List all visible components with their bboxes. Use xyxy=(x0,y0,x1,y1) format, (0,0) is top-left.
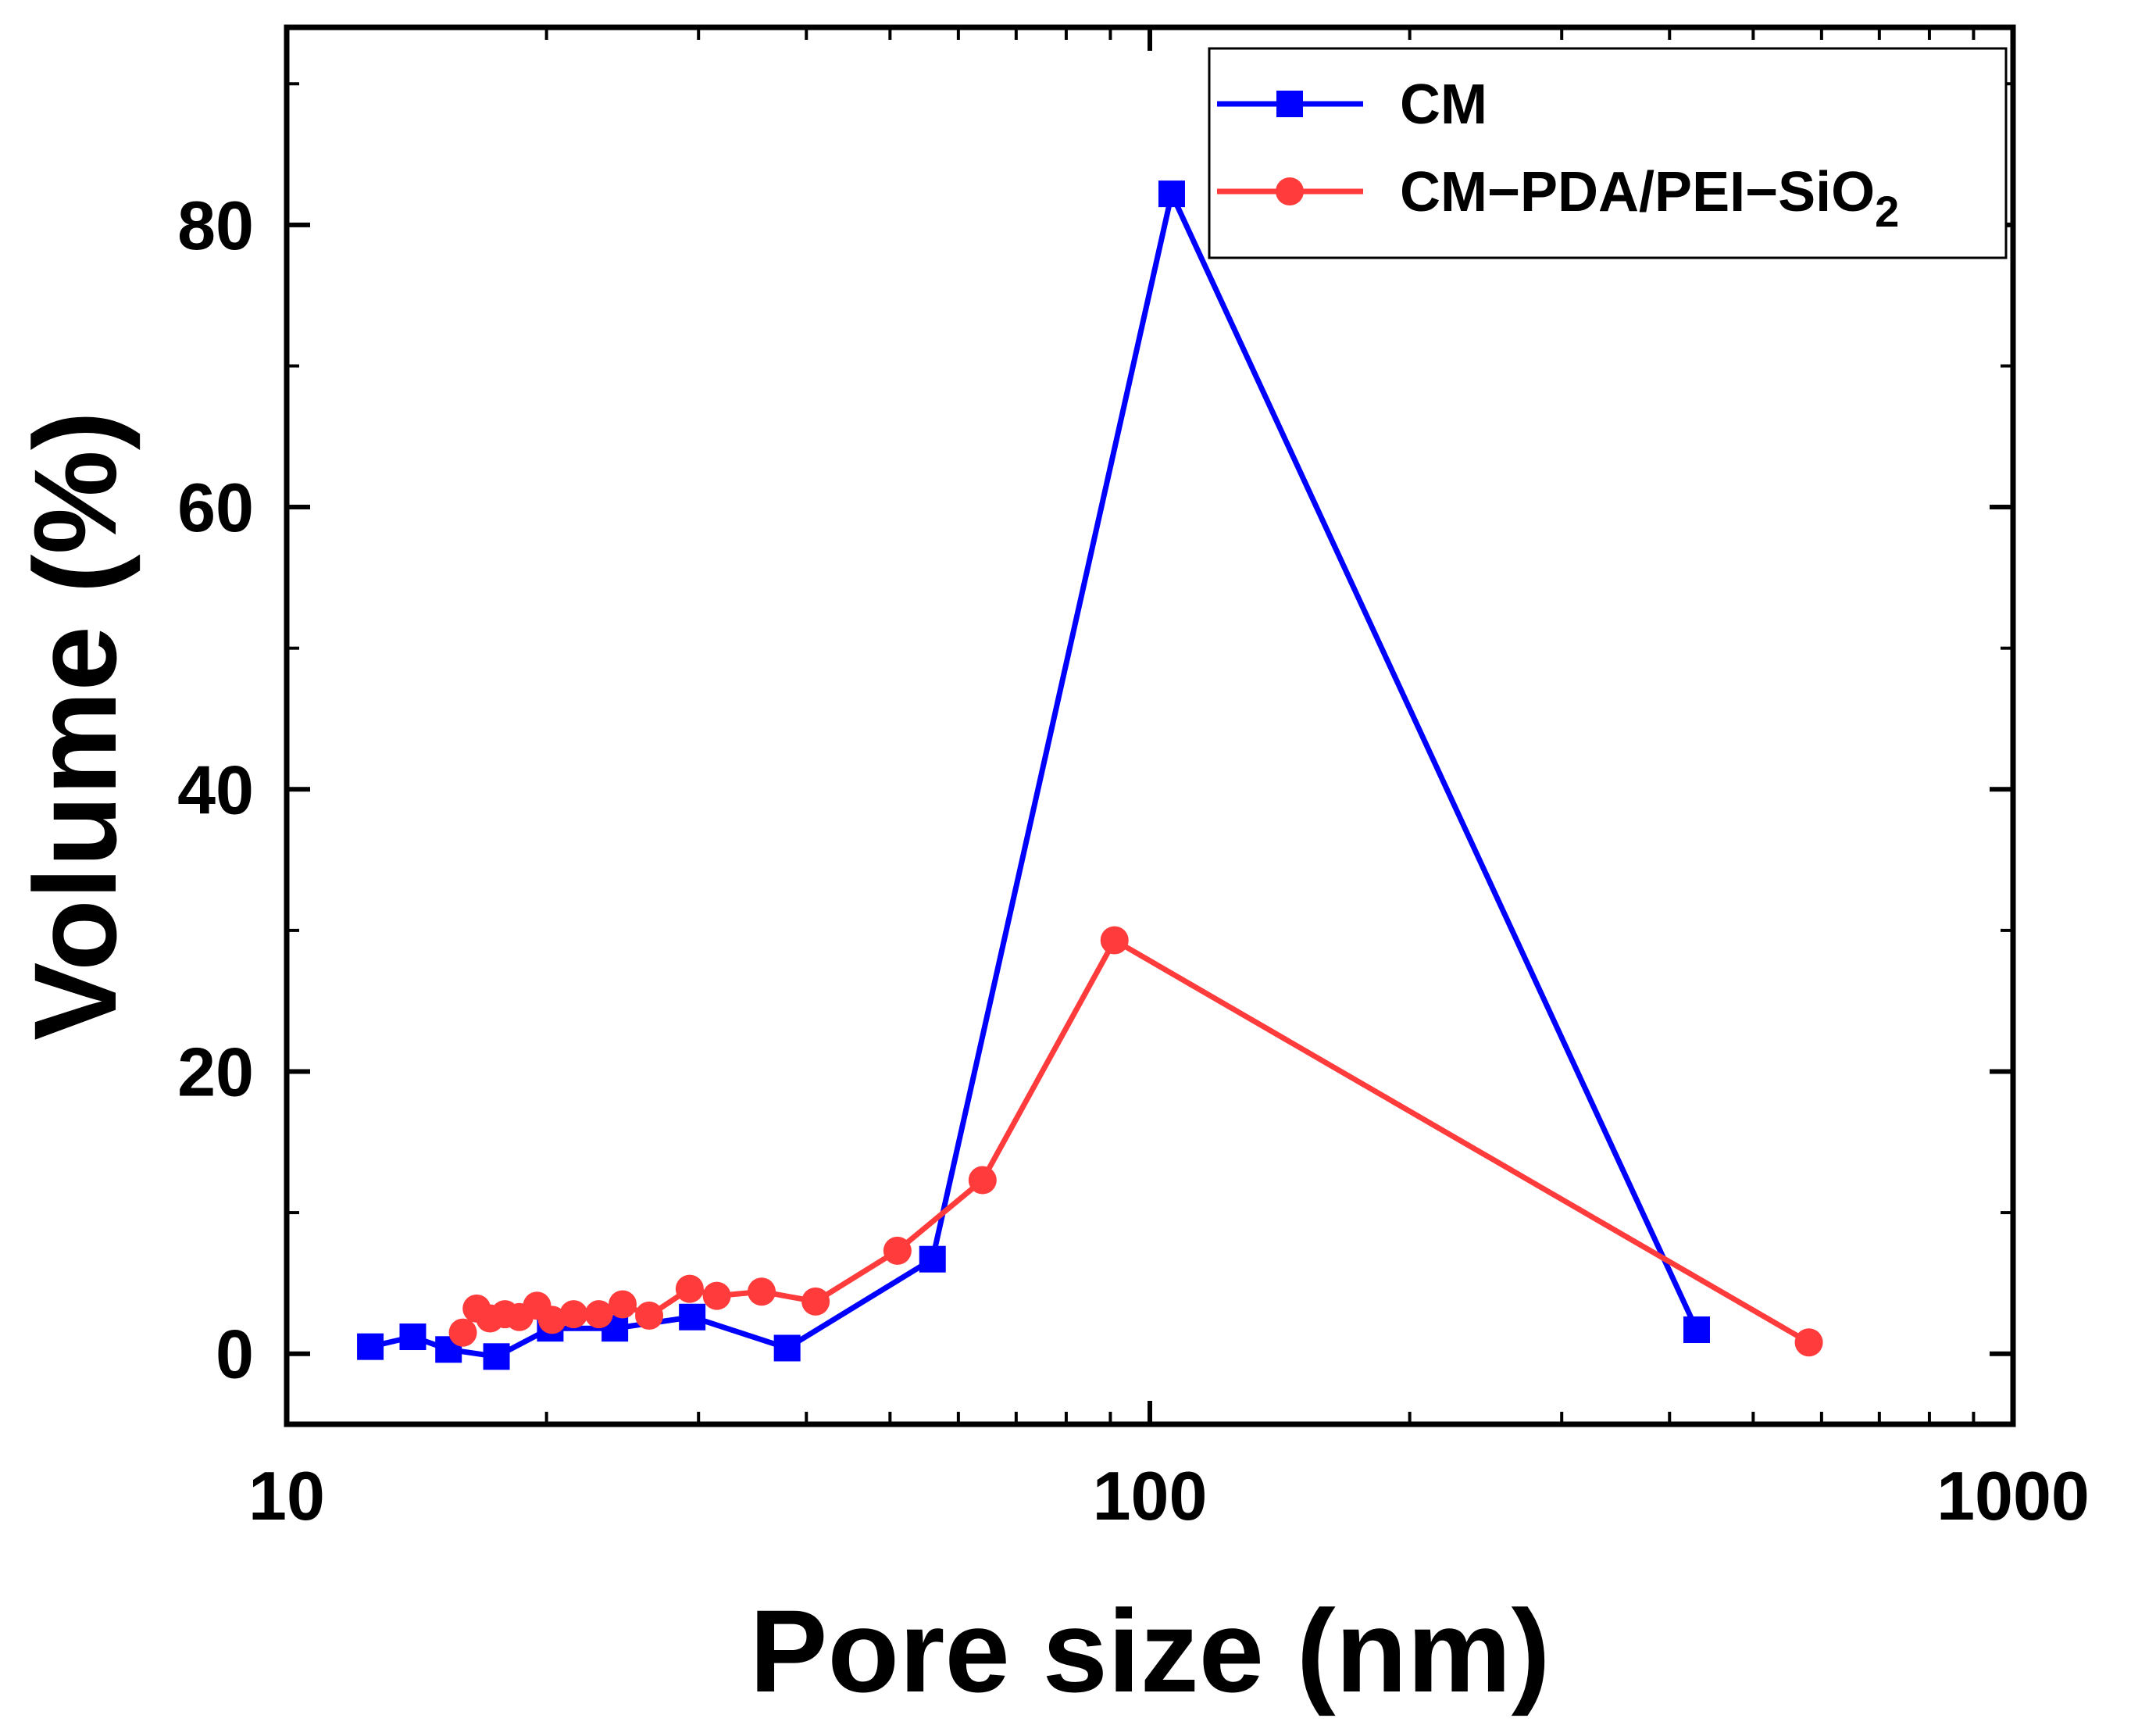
series-point xyxy=(559,1300,588,1329)
series-point xyxy=(483,1343,510,1370)
series-layer xyxy=(357,180,1823,1370)
legend-marker xyxy=(1276,91,1303,117)
x-tick-label: 1000 xyxy=(1936,1457,2090,1534)
y-tick-label: 40 xyxy=(177,751,254,828)
series-point xyxy=(1100,926,1129,955)
series-point xyxy=(399,1323,427,1351)
legend-box xyxy=(1208,47,2008,259)
x-tick-label: 10 xyxy=(248,1457,325,1534)
legend-marker xyxy=(1276,177,1304,205)
series-point xyxy=(1794,1328,1823,1357)
series-point xyxy=(357,1333,384,1360)
series-point xyxy=(584,1300,613,1329)
x-axis-ticks: 10 100 1000 xyxy=(248,27,2090,1534)
series-point xyxy=(702,1281,731,1310)
x-axis-title: Pore size (nm) xyxy=(749,1585,1550,1716)
legend-label: CM xyxy=(1400,73,1487,136)
series-point xyxy=(448,1318,477,1347)
series-point xyxy=(537,1306,566,1334)
series-point xyxy=(1683,1316,1710,1343)
series-point xyxy=(919,1245,946,1273)
series-point xyxy=(1158,180,1185,208)
y-tick-label: 0 xyxy=(216,1316,254,1393)
y-tick-label: 60 xyxy=(177,469,254,546)
y-tick-label: 80 xyxy=(177,187,254,264)
y-axis-ticks: 0 20 40 60 80 xyxy=(177,82,2013,1393)
series-point xyxy=(801,1287,830,1316)
series-point xyxy=(773,1334,801,1362)
series-point xyxy=(748,1277,776,1306)
series-point xyxy=(675,1274,704,1303)
series-point xyxy=(609,1290,637,1319)
series-point xyxy=(679,1303,706,1331)
x-tick-label: 100 xyxy=(1093,1457,1208,1534)
series-line-0 xyxy=(369,191,1700,1359)
y-axis-title: Volume (%) xyxy=(9,411,141,1041)
y-tick-label: 20 xyxy=(177,1033,254,1110)
series-point xyxy=(883,1236,912,1265)
legend-label-subscript: 2 xyxy=(1875,187,1899,236)
series-point xyxy=(635,1301,664,1330)
series-point xyxy=(968,1166,997,1195)
